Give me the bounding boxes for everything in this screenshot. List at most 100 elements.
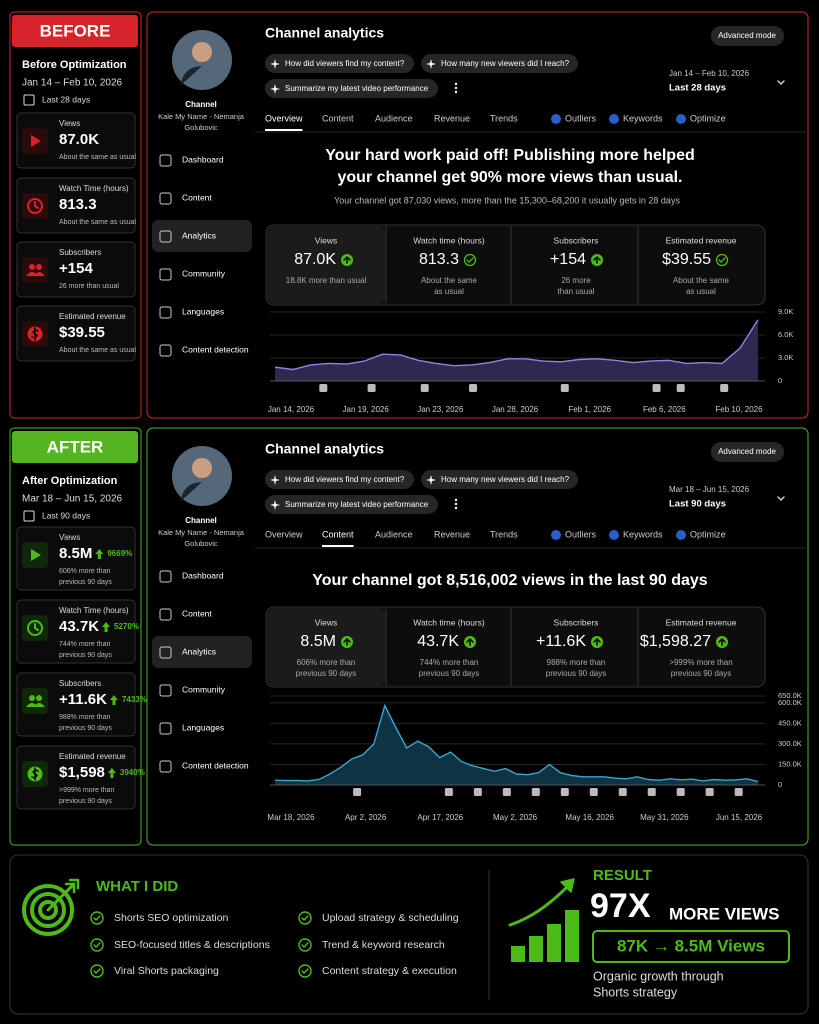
- icon: [93, 915, 101, 921]
- tab[interactable]: Keywords: [623, 113, 663, 123]
- tab[interactable]: Outliers: [565, 113, 597, 123]
- icon: [343, 256, 351, 264]
- mode-button[interactable]: [711, 26, 784, 46]
- tab[interactable]: Optimize: [690, 529, 726, 539]
- tab[interactable]: Audience: [375, 529, 413, 539]
- metric-label: Estimated revenue: [59, 752, 126, 761]
- tab-underline: [322, 545, 354, 547]
- icon: [93, 968, 101, 974]
- video-marker: [353, 788, 362, 796]
- avatar-face: [192, 42, 212, 62]
- sparkle: [270, 59, 280, 69]
- tab[interactable]: Trends: [490, 529, 518, 539]
- nav-icon: [159, 722, 172, 735]
- nav-item[interactable]: Languages: [182, 722, 224, 732]
- video-marker: [531, 788, 540, 796]
- nav-item[interactable]: Analytics: [182, 646, 216, 656]
- stats-box: [265, 606, 766, 688]
- video-marker: [502, 788, 511, 796]
- result-note: Organic growth through: [593, 969, 724, 983]
- chip-label[interactable]: How did viewers find my content?: [285, 59, 405, 68]
- tab[interactable]: Audience: [375, 113, 413, 123]
- tab-icon: [676, 114, 686, 124]
- chevron: [777, 496, 785, 501]
- tab[interactable]: Revenue: [434, 529, 470, 539]
- chip-label[interactable]: How did viewers find my content?: [285, 475, 405, 484]
- metric-change: 7433%: [122, 695, 147, 704]
- metric-label: Watch Time (hours): [59, 184, 129, 193]
- chip[interactable]: [421, 470, 578, 489]
- growth-bar: [511, 946, 525, 962]
- metric-note: 988% more than: [59, 714, 110, 721]
- chevron: [777, 80, 785, 85]
- channel-name: Golubovic: [184, 123, 218, 132]
- tab[interactable]: Revenue: [434, 113, 470, 123]
- tab[interactable]: Outliers: [565, 529, 597, 539]
- sidebar-title: Before Optimization: [22, 59, 127, 71]
- nav-item[interactable]: Analytics: [182, 230, 216, 240]
- stat-note: previous 90 days: [546, 669, 606, 678]
- chip[interactable]: [265, 79, 438, 98]
- video-marker: [560, 384, 569, 392]
- nav-item[interactable]: Dashboard: [182, 154, 224, 164]
- nav-item[interactable]: Community: [182, 684, 226, 694]
- tab[interactable]: Content: [322, 113, 354, 123]
- icon: [34, 623, 39, 631]
- stat-note: as usual: [434, 287, 464, 296]
- metric-card: [16, 599, 136, 664]
- chip[interactable]: [421, 54, 578, 73]
- x-tick-label: Jan 14, 2026: [268, 405, 315, 414]
- chip[interactable]: [265, 470, 414, 489]
- chip-label[interactable]: How many new viewers did I reach?: [441, 475, 570, 484]
- y-tick-label: 9.0K: [778, 307, 793, 316]
- icon: [31, 549, 41, 561]
- nav-item[interactable]: Dashboard: [182, 570, 224, 580]
- chip-label[interactable]: How many new viewers did I reach?: [441, 59, 570, 68]
- y-tick-label: 300.0K: [778, 739, 802, 748]
- stat-note: 18.8K more than usual: [286, 276, 367, 285]
- date-period: Last 28 days: [669, 83, 726, 94]
- x-tick-label: May 2, 2026: [493, 813, 538, 822]
- chip[interactable]: [265, 54, 414, 73]
- x-tick-label: Feb 10, 2026: [715, 405, 763, 414]
- tab[interactable]: Content: [322, 529, 354, 539]
- tab[interactable]: Overview: [265, 113, 303, 123]
- sparkle: [426, 59, 436, 69]
- nav-icon: [159, 268, 172, 281]
- nav-item[interactable]: Content detection: [182, 344, 249, 354]
- icon: [718, 638, 726, 646]
- icon: [93, 942, 101, 948]
- metric-value: 87.0K: [59, 131, 99, 148]
- metric-card: [16, 241, 136, 298]
- target-arrow: [46, 882, 76, 912]
- area: [275, 705, 758, 785]
- tab[interactable]: Keywords: [623, 529, 663, 539]
- tab[interactable]: Optimize: [690, 113, 726, 123]
- mode-button[interactable]: [711, 442, 784, 462]
- metric-value: $39.55: [59, 324, 105, 341]
- nav-item[interactable]: Content detection: [182, 760, 249, 770]
- nav-item[interactable]: Content: [182, 608, 212, 618]
- mode-label[interactable]: Advanced mode: [718, 447, 776, 456]
- icon: [301, 915, 309, 921]
- panel-frame: [146, 11, 809, 419]
- mode-label[interactable]: Advanced mode: [718, 31, 776, 40]
- y-tick-label: 6.0K: [778, 330, 793, 339]
- chip-label[interactable]: Summarize my latest video performance: [285, 84, 429, 93]
- stat-note: >999% more than: [669, 658, 732, 667]
- stat-label: Watch time (hours): [413, 617, 485, 627]
- growth-bar: [565, 910, 579, 962]
- tab[interactable]: Overview: [265, 529, 303, 539]
- summary-frame: [9, 854, 809, 1015]
- metric-card: [16, 112, 136, 169]
- line: [274, 703, 759, 783]
- nav-item[interactable]: Community: [182, 268, 226, 278]
- nav-icon: [159, 570, 172, 583]
- tab[interactable]: Trends: [490, 113, 518, 123]
- result-suffix: MORE VIEWS: [669, 904, 780, 923]
- chip-label[interactable]: Summarize my latest video performance: [285, 500, 429, 509]
- nav-item[interactable]: Content: [182, 192, 212, 202]
- nav-item[interactable]: Languages: [182, 306, 224, 316]
- chip[interactable]: [265, 495, 438, 514]
